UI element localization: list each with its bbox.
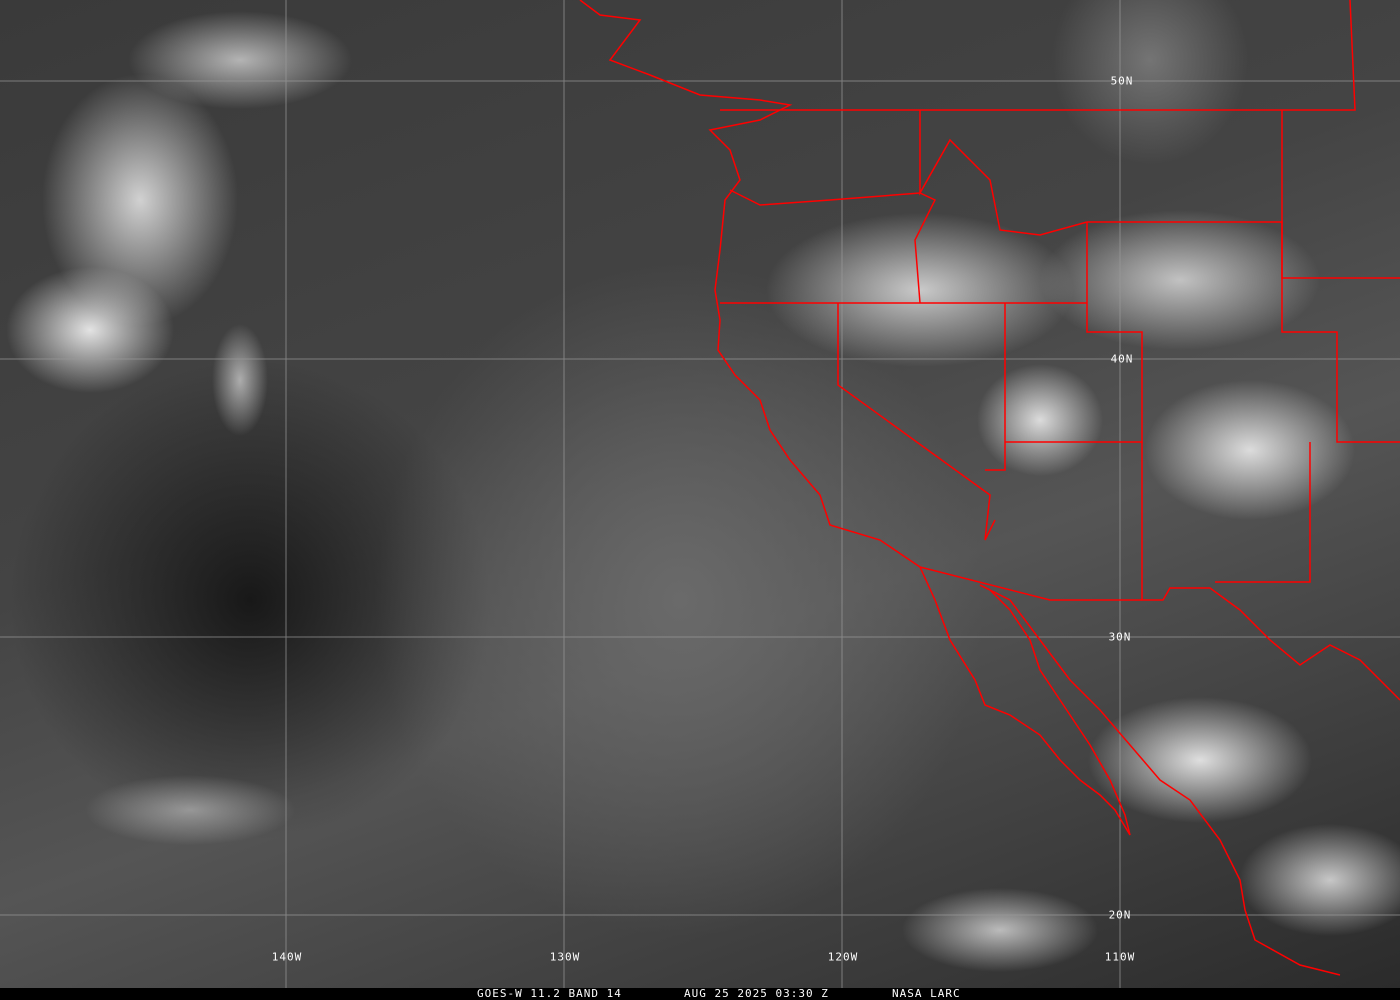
lat-label-50n: 50N: [1110, 74, 1134, 88]
az-nm-border: [1141, 442, 1400, 701]
datetime-label: AUG 25 2025 03:30 Z: [684, 987, 829, 1000]
mt-border: [1281, 110, 1400, 279]
source-label: NASA LARC: [892, 987, 961, 1000]
nm-tx-border: [1215, 442, 1311, 583]
lat-label-30n: 30N: [1108, 630, 1132, 644]
lat-label-40n: 40N: [1110, 352, 1134, 366]
lon-label-120w: 120W: [827, 950, 859, 964]
wa-or-border: [729, 189, 937, 304]
political-borders: [579, 0, 1400, 976]
lon-label-140w: 140W: [271, 950, 303, 964]
caption-bar: GOES-W 11.2 BAND 14 AUG 25 2025 03:30 Z …: [0, 988, 1400, 1000]
coastline-north: [579, 0, 921, 568]
nv-az-border: [985, 303, 1006, 471]
wy-co-border: [1087, 221, 1400, 443]
coastline-baja: [919, 566, 1131, 836]
us-canada-border: [720, 0, 1356, 111]
id-border: [919, 110, 1088, 236]
coastline-mexico: [979, 584, 1341, 976]
ca-nv-border: [837, 303, 996, 541]
lat-label-20n: 20N: [1108, 908, 1132, 922]
lon-label-130w: 130W: [549, 950, 581, 964]
ut-border: [1005, 222, 1143, 443]
us-mexico-border: [919, 566, 1142, 601]
lon-label-110w: 110W: [1104, 950, 1136, 964]
product-label: GOES-W 11.2 BAND 14: [477, 987, 622, 1000]
